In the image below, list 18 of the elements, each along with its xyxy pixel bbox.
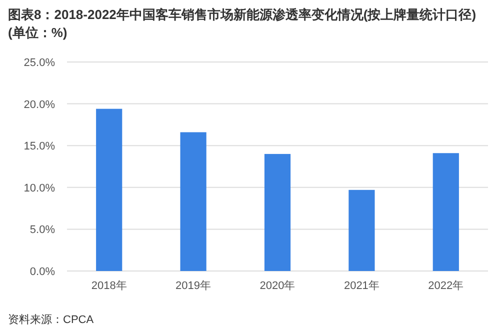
y-tick-label: 25.0%	[24, 57, 56, 69]
x-tick-label: 2022年	[428, 280, 464, 292]
bar	[264, 154, 291, 271]
y-tick-label: 10.0%	[24, 182, 56, 194]
text: 资料来源：CPCA	[8, 313, 94, 327]
bar	[180, 132, 206, 271]
x-tick-label: 2019年	[176, 280, 212, 292]
bar	[432, 153, 459, 271]
x-tick-label: 2020年	[260, 280, 296, 292]
y-tick-label: 5.0%	[30, 224, 56, 236]
x-tick-label: 2021年	[344, 280, 380, 292]
bar	[96, 108, 122, 271]
y-tick-label: 20.0%	[24, 98, 56, 111]
bar	[348, 190, 375, 271]
chart-title: 图表8：2018-2022年中国客车销售市场新能源渗透率变化情况(按上牌量统计口径)(单位：%)	[8, 6, 478, 42]
y-tick-label: 0.0%	[30, 266, 56, 278]
x-tick-label: 2018年	[91, 280, 127, 292]
y-tick-label: 15.0%	[24, 140, 56, 153]
